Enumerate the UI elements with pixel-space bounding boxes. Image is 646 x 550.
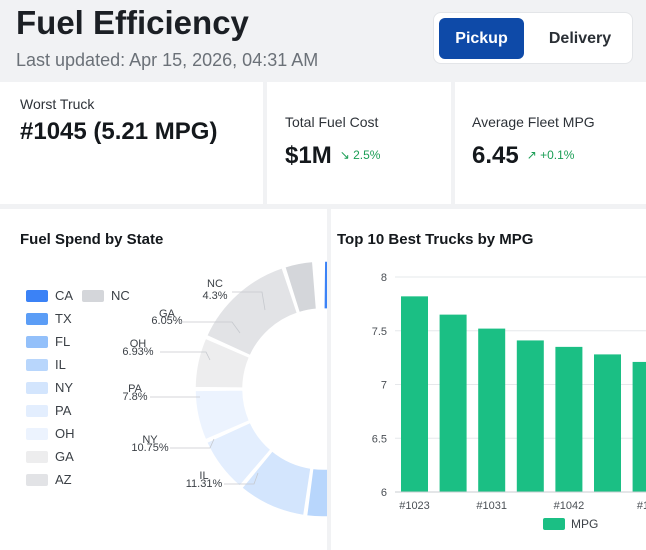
slice-label-state: IL [199, 470, 208, 482]
legend-swatch [26, 404, 48, 417]
leader-line [180, 321, 241, 334]
legend-item-nc[interactable]: NC [82, 288, 130, 303]
slice-label-pct: 10.75% [131, 442, 169, 454]
legend-item-az[interactable]: AZ [26, 472, 72, 487]
bar[interactable] [439, 314, 467, 492]
legend-label: FL [55, 334, 71, 349]
y-tick-label: 7 [381, 380, 387, 392]
kpi-label: Total Fuel Cost [285, 114, 379, 130]
legend-label-mpg[interactable]: MPG [571, 517, 598, 531]
kpi-label: Worst Truck [20, 96, 95, 112]
slice-label-state: NY [142, 434, 158, 446]
slice-label-state: PA [128, 383, 143, 395]
slice-label-pct: 11.31% [186, 478, 223, 490]
kpi-delta: ↗ +0.1% [526, 148, 575, 162]
donut-slice-ga[interactable] [194, 337, 251, 389]
legend-label: AZ [55, 472, 72, 487]
kpi-value: 6.45 ↗ +0.1% [472, 142, 574, 170]
y-tick-label: 6 [381, 487, 387, 499]
y-tick-label: 6.5 [372, 433, 387, 445]
legend-item-tx[interactable]: TX [26, 311, 72, 326]
donut-slice-az[interactable] [205, 266, 299, 357]
legend-label: CA [55, 288, 74, 303]
slice-label-pct: 6.93% [122, 346, 153, 358]
legend-item-ny[interactable]: NY [26, 380, 73, 395]
bar[interactable] [516, 340, 544, 492]
leader-line [160, 351, 211, 361]
legend-swatch [26, 473, 48, 486]
y-tick-label: 7.5 [372, 326, 387, 338]
donut-slice-oh[interactable] [194, 389, 251, 441]
legend-swatch [26, 335, 48, 348]
leader-line [224, 472, 259, 485]
panel-title: Fuel Spend by State [20, 231, 164, 248]
kpi-value: #1045 (5.21 MPG) [20, 118, 218, 145]
legend-item-il[interactable]: IL [26, 357, 66, 372]
panel-title: Top 10 Best Trucks by MPG [337, 231, 534, 248]
bar-chart: 6 6.5 7 7.5 8 #1023 #1031 #1042 #10 MPG [372, 272, 646, 531]
donut-slice-nc[interactable] [283, 260, 318, 314]
slice-label-pct: 4.3% [202, 290, 227, 302]
legend-label: NY [55, 380, 74, 395]
y-tick-label: 8 [381, 272, 387, 284]
kpi-card-total-fuel-cost: Total Fuel Cost $1M ↘ 2.5% [267, 82, 451, 204]
legend-swatch-mpg [543, 518, 565, 530]
legend-item-ga[interactable]: GA [26, 449, 74, 464]
kpi-label: Average Fleet MPG [472, 114, 595, 130]
donut-slice-pa[interactable] [205, 421, 272, 488]
pickup-button[interactable]: Pickup [439, 18, 524, 59]
x-tick-label: #1031 [476, 500, 507, 512]
x-tick-label: #1023 [399, 500, 430, 512]
legend-swatch [26, 358, 48, 371]
bar[interactable] [478, 328, 506, 492]
slice-label-state: GA [159, 308, 176, 320]
legend-label: PA [55, 403, 72, 418]
legend-label: GA [55, 449, 74, 464]
kpi-value-text: $1M [285, 142, 332, 169]
kpi-card-worst-truck: Worst Truck #1045 (5.21 MPG) [0, 82, 263, 204]
leader-line [232, 291, 266, 311]
legend-label: NC [111, 288, 130, 303]
bar[interactable] [555, 346, 583, 492]
page-title: Fuel Efficiency [16, 4, 249, 41]
legend-swatch [82, 289, 104, 302]
bar[interactable] [594, 354, 621, 492]
legend-item-oh[interactable]: OH [26, 426, 75, 441]
kpi-delta: ↘ 2.5% [339, 148, 381, 162]
slice-label-state: OH [130, 338, 147, 350]
vehicle-type-toggle: Pickup Delivery [433, 12, 633, 64]
legend-item-ca[interactable]: CA [26, 288, 73, 303]
kpi-card-average-mpg: Average Fleet MPG 6.45 ↗ +0.1% [455, 82, 646, 204]
legend-swatch [26, 427, 48, 440]
slice-label-state: NC [207, 278, 223, 290]
x-tick-label: #10 [637, 500, 646, 512]
bar[interactable] [401, 296, 428, 492]
legend-swatch [26, 312, 48, 325]
slice-label-pct: 7.8% [122, 391, 147, 403]
donut-slice-il[interactable] [305, 460, 327, 518]
x-tick-label: #1042 [554, 500, 585, 512]
donut-slice-ca[interactable] [323, 260, 327, 384]
kpi-value: $1M ↘ 2.5% [285, 142, 380, 170]
legend-label: TX [55, 311, 72, 326]
delivery-button[interactable]: Delivery [548, 29, 612, 47]
legend-swatch [26, 381, 48, 394]
legend-item-fl[interactable]: FL [26, 334, 70, 349]
legend-swatch [26, 450, 48, 463]
slice-label-pct: 6.05% [151, 315, 182, 327]
legend-item-pa[interactable]: PA [26, 403, 71, 418]
kpi-value-text: 6.45 [472, 142, 519, 169]
legend-swatch [26, 289, 48, 302]
last-updated-text: Last updated: Apr 15, 2026, 04:31 AM [16, 50, 319, 70]
donut-slice-ny[interactable] [240, 449, 312, 517]
leader-line [170, 438, 215, 449]
legend-label: IL [55, 357, 66, 372]
bar[interactable] [632, 361, 646, 492]
legend-label: OH [55, 426, 75, 441]
